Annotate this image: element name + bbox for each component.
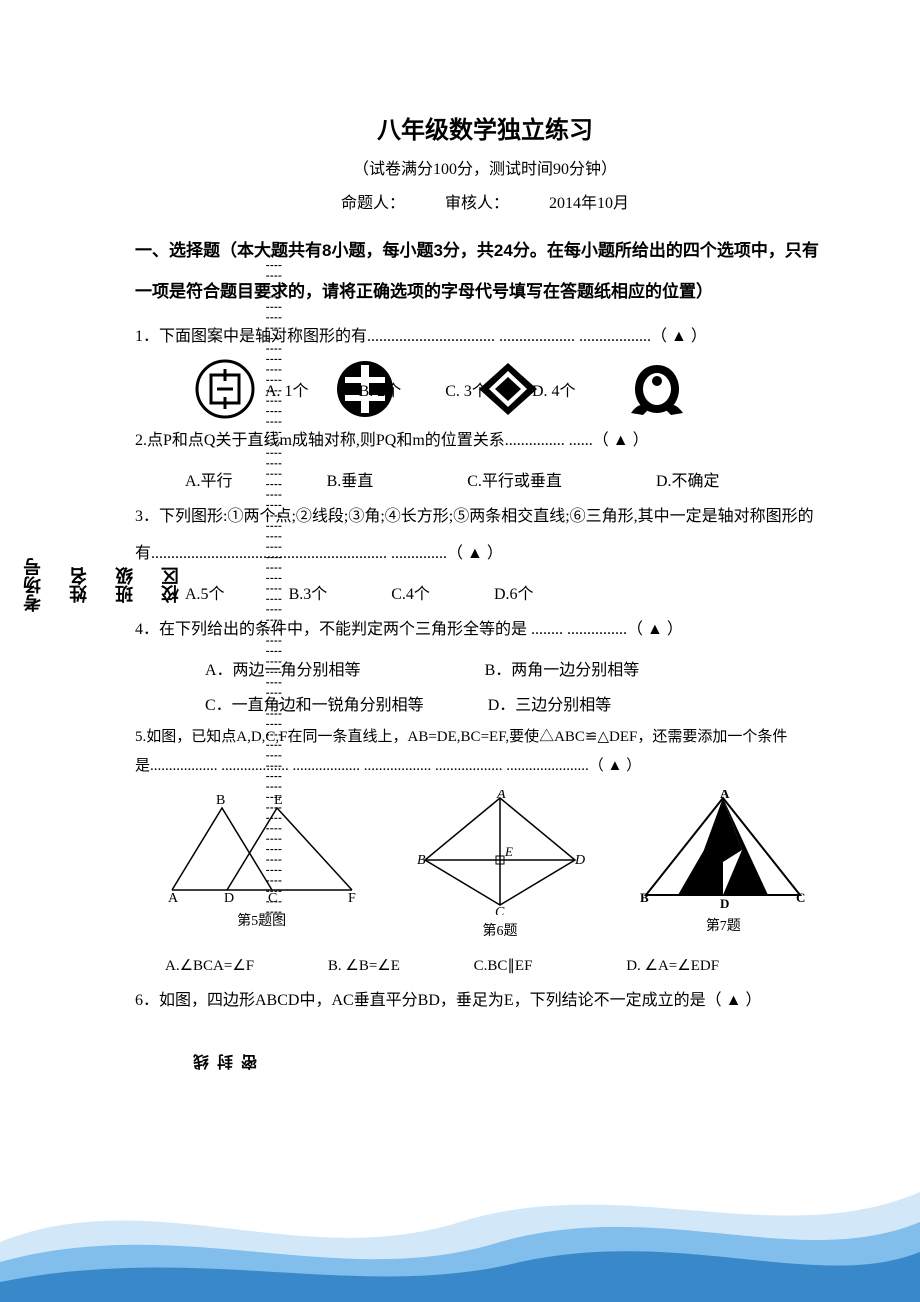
- q1-icon-row: A. 1个 B. 2个 C. 3个 D. 4个: [135, 359, 835, 419]
- q4-opt-b: B．两角一边分别相等: [485, 653, 640, 688]
- figure-q6-caption: 第6题: [415, 920, 585, 940]
- field-exam-room: 考场号: [20, 558, 46, 612]
- figure-q6: A B D C E 第6题: [415, 790, 585, 940]
- exam-meta: 命题人： 审核人： 2014年10月: [135, 189, 835, 213]
- q5-opt-a: A.∠BCA=∠F: [165, 950, 254, 983]
- q1-opt-c: C. 3个: [445, 383, 488, 400]
- q3-opt-b: B.3个: [289, 577, 328, 612]
- q4-opt-a: A．两边一角分别相等: [205, 653, 361, 688]
- q2-opt-c: C.平行或垂直: [467, 464, 562, 499]
- q1-opt-d: D. 4个: [532, 383, 576, 400]
- q5-opt-c: C.BC∥EF: [474, 950, 533, 983]
- q2-options: A.平行 B.垂直 C.平行或垂直 D.不确定: [135, 464, 835, 499]
- svg-text:B: B: [640, 890, 649, 905]
- svg-text:C: C: [796, 890, 805, 905]
- binding-sidebar: 考场号 姓名 班级 校区 线 封 密 ┊┊┊┊┊┊┊┊┊┊┊┊┊┊┊┊┊┊┊┊┊…: [20, 100, 120, 1070]
- svg-text:C: C: [495, 905, 505, 915]
- question-3: 3．下列图形:①两个点;②线段;③角;④长方形;⑤两条相交直线;⑥三角形,其中一…: [135, 499, 835, 573]
- svg-text:A: A: [496, 790, 506, 802]
- q2-opt-b: B.垂直: [327, 464, 374, 499]
- q4-opt-c: C．一直角边和一锐角分别相等: [205, 688, 424, 723]
- q5-options: A.∠BCA=∠F B. ∠B=∠E C.BC∥EF D. ∠A=∠EDF: [135, 950, 835, 983]
- figure-q5-caption: 第5题图: [162, 910, 362, 930]
- question-5: 5.如图，已知点A,D,C,F在同一条直线上，AB=DE,BC=EF,要使△AB…: [135, 723, 835, 780]
- svg-text:F: F: [348, 891, 356, 905]
- question-6: 6．如图，四边形ABCD中，AC垂直平分BD，垂足为E，下列结论不一定成立的是（…: [135, 983, 835, 1020]
- svg-text:E: E: [274, 793, 283, 808]
- exam-subtitle: （试卷满分100分，测试时间90分钟）: [135, 155, 835, 179]
- exam-content: 八年级数学独立练习 （试卷满分100分，测试时间90分钟） 命题人： 审核人： …: [135, 110, 835, 1024]
- q3-opt-a: A.5个: [185, 577, 225, 612]
- svg-text:B: B: [417, 853, 426, 868]
- figure-q7: A B C D 第7题: [638, 790, 808, 940]
- q2-opt-a: A.平行: [185, 464, 233, 499]
- q5-opt-b: B. ∠B=∠E: [328, 950, 400, 983]
- svg-text:B: B: [216, 793, 225, 808]
- q3-opt-c: C.4个: [391, 577, 430, 612]
- question-2: 2.点P和点Q关于直线m成轴对称,则PQ和m的位置关系.............…: [135, 423, 835, 460]
- q5-opt-d: D. ∠A=∠EDF: [626, 950, 719, 983]
- footer-wave-decoration: [0, 1142, 920, 1302]
- svg-text:D: D: [574, 853, 585, 868]
- q4-opt-d: D．三边分别相等: [488, 688, 612, 723]
- question-1: 1．下面图案中是轴对称图形的有.........................…: [135, 319, 835, 356]
- figure-q5: A D C F B E 第5题图: [162, 790, 362, 940]
- q2-opt-d: D.不确定: [656, 464, 720, 499]
- field-name: 姓名: [66, 567, 92, 603]
- svg-text:D: D: [224, 891, 234, 905]
- svg-text:A: A: [720, 790, 730, 801]
- reviewer-label: 审核人：: [445, 195, 509, 212]
- question-4: 4．在下列给出的条件中，不能判定两个三角形全等的是 ........ .....…: [135, 612, 835, 649]
- q4-options-row1: A．两边一角分别相等 B．两角一边分别相等: [135, 653, 835, 688]
- exam-date: 2014年10月: [549, 195, 629, 212]
- q1-opt-b: B. 2个: [359, 383, 402, 400]
- author-label: 命题人：: [341, 195, 405, 212]
- figure-q7-caption: 第7题: [638, 915, 808, 935]
- figure-row: A D C F B E 第5题图 A B D C E 第6题: [135, 790, 835, 940]
- svg-text:E: E: [504, 844, 513, 859]
- q3-options: A.5个 B.3个 C.4个 D.6个: [135, 577, 835, 612]
- q1-opt-a: A. 1个: [265, 383, 309, 400]
- section-1-heading: 一、选择题（本大题共有8小题，每小题3分，共24分。在每小题所给出的四个选项中，…: [135, 231, 835, 313]
- svg-text:C: C: [268, 891, 277, 905]
- exam-title: 八年级数学独立练习: [135, 110, 835, 145]
- q4-options-row2: C．一直角边和一锐角分别相等 D．三边分别相等: [135, 688, 835, 723]
- svg-text:A: A: [168, 891, 179, 905]
- q3-opt-d: D.6个: [494, 577, 534, 612]
- svg-text:D: D: [720, 896, 729, 910]
